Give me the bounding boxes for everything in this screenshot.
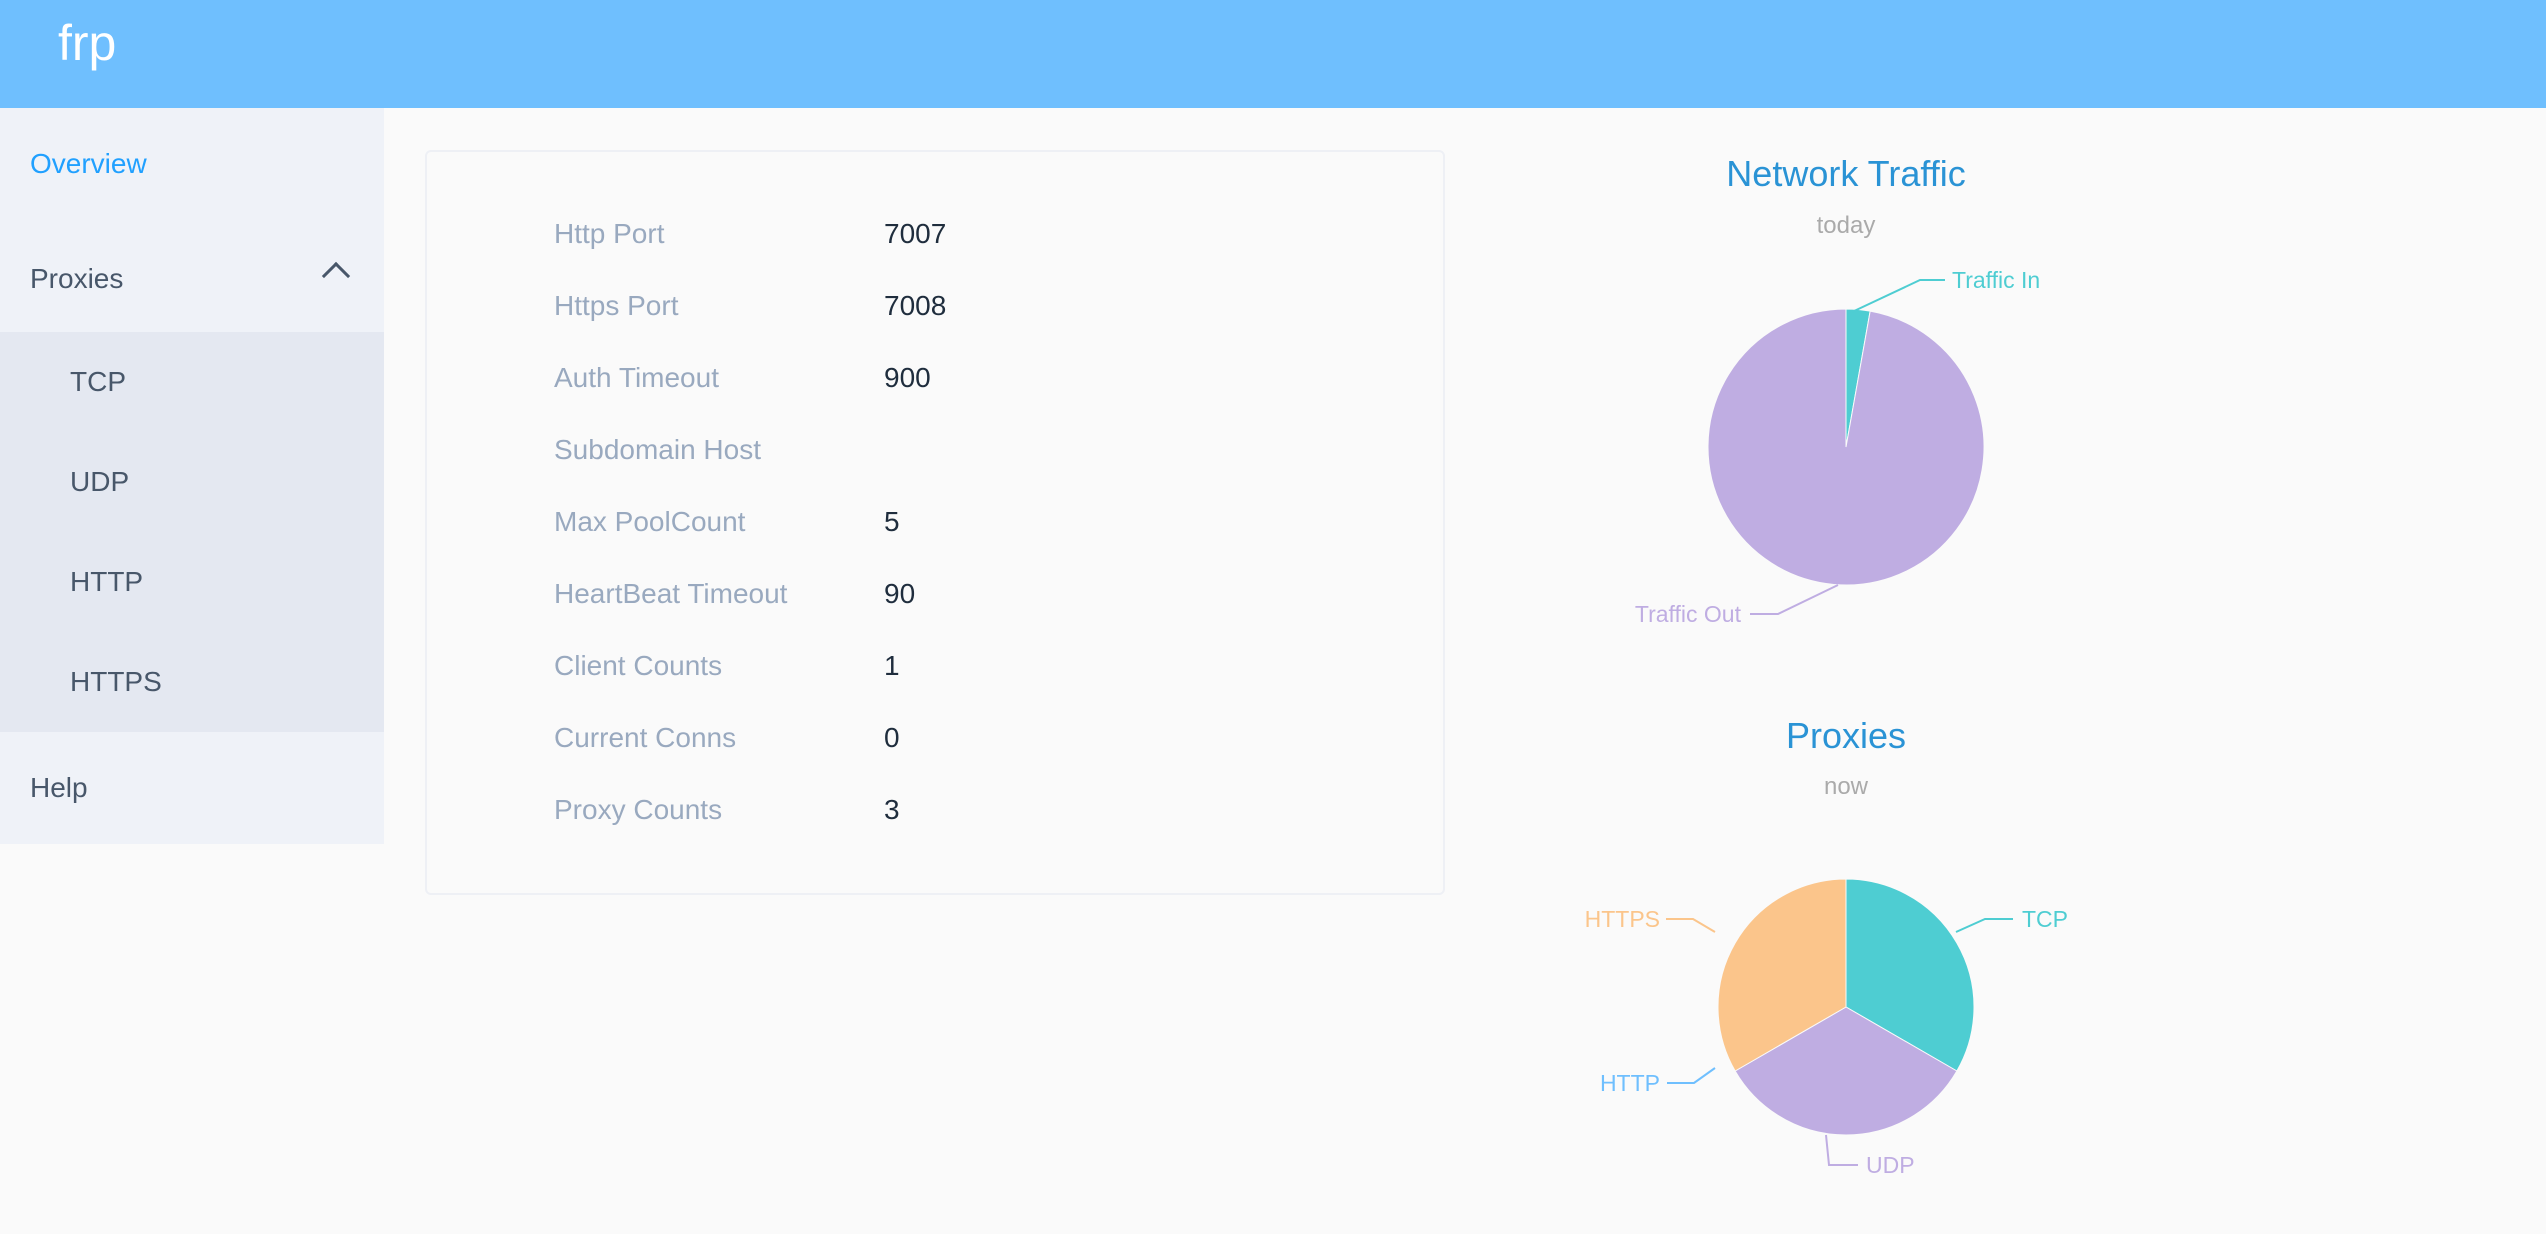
sidebar-item-overview[interactable]: Overview [30, 148, 147, 179]
info-value: 90 [884, 578, 916, 609]
sidebar-item-proxies[interactable]: Proxies [0, 226, 384, 332]
pie-label: HTTP [1600, 1070, 1660, 1096]
info-row: Subdomain Host [554, 430, 884, 470]
chart-subtitle: today [1817, 212, 1876, 239]
top-header: frp [0, 0, 2546, 108]
pie-slice-https [1717, 878, 1847, 1072]
info-label: Subdomain Host [554, 434, 762, 465]
pie-slice-traffic-out [1707, 308, 1985, 586]
sidebar-item-help[interactable]: Help [30, 772, 88, 803]
info-row: HeartBeat Timeout 90 [554, 574, 915, 614]
info-label: Max PoolCount [554, 506, 746, 537]
info-label: Current Conns [554, 722, 737, 753]
label-line [1667, 1067, 1716, 1084]
info-value: 900 [884, 362, 931, 393]
label-line [1750, 584, 1839, 615]
pie-slice-tcp [1845, 878, 1975, 1072]
label-line [1825, 1134, 1858, 1166]
info-label: Proxy Counts [554, 794, 723, 825]
server-info-card: Http Port 7007 Https Port 7008 Auth Timeout 9… [425, 150, 1445, 895]
info-label: HeartBeat Timeout [554, 578, 788, 609]
pie-label: Traffic Out [1635, 601, 1742, 627]
info-value: 5 [884, 506, 900, 537]
proxies-submenu: TCP UDP HTTP HTTPS [0, 332, 384, 732]
pie-slice-udp [1734, 1006, 1958, 1136]
chart-title: Network Traffic [1726, 153, 1965, 194]
info-value: 7007 [884, 218, 947, 249]
info-row: Max PoolCount 5 [554, 502, 900, 542]
pie-label: UDP [1866, 1152, 1915, 1178]
info-row: Https Port 7008 [554, 286, 946, 326]
info-label: Client Counts [554, 650, 723, 681]
sidebar-item-http[interactable]: HTTP [70, 566, 144, 597]
label-line [1666, 918, 1716, 933]
pie-label: HTTPS [1585, 906, 1660, 932]
sidebar: Overview Proxies TCP UDP HTTP HTTPS Help [0, 108, 384, 844]
info-value: 3 [884, 794, 900, 825]
sidebar-item-tcp[interactable]: TCP [70, 366, 126, 397]
info-value: 1 [884, 650, 900, 681]
logo: frp [58, 15, 117, 71]
info-value: 0 [884, 722, 900, 753]
info-row: Auth Timeout 900 [554, 358, 931, 398]
info-row: Client Counts 1 [554, 646, 900, 686]
sidebar-item-udp[interactable]: UDP [70, 466, 130, 497]
info-label: Https Port [554, 290, 679, 321]
info-row: Proxy Counts 3 [554, 790, 900, 830]
pie-label: Traffic In [1952, 267, 2040, 293]
info-row: Current Conns 0 [554, 718, 900, 758]
sidebar-item-label: Proxies [30, 263, 124, 294]
info-label: Auth Timeout [554, 362, 719, 393]
chart-subtitle: now [1824, 773, 1869, 800]
info-row: Http Port 7007 [554, 214, 946, 254]
sidebar-item-https[interactable]: HTTPS [70, 666, 162, 697]
chart-title: Proxies [1786, 715, 1906, 756]
label-line [1955, 918, 2013, 933]
pie-label: TCP [2022, 906, 2068, 932]
info-label: Http Port [554, 218, 665, 249]
label-line [1851, 279, 1945, 313]
info-value: 7008 [884, 290, 947, 321]
